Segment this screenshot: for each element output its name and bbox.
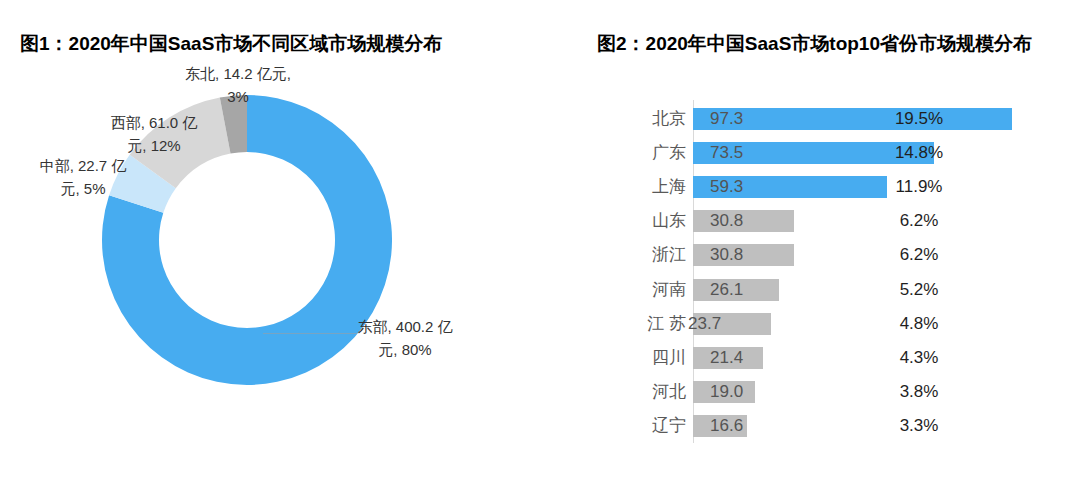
bar-value-label: 23.7 bbox=[688, 312, 721, 336]
bar-percent-label: 4.3% bbox=[869, 346, 969, 370]
bar-category-label: 河北 bbox=[560, 380, 694, 404]
bar-percent-label: 6.2% bbox=[869, 243, 969, 267]
bar-value-label: 30.8 bbox=[710, 209, 743, 233]
report-canvas: 图1：2020年中国SaaS市场不同区域市场规模分布 东北, 14.2 亿元, … bbox=[0, 0, 1080, 478]
bar bbox=[693, 244, 794, 266]
bar-category-label: 四川 bbox=[560, 346, 694, 370]
bar bbox=[693, 210, 794, 232]
bar-category-label: 浙江 bbox=[560, 243, 694, 267]
bar-category-label: 辽宁 bbox=[560, 414, 694, 438]
bar-percent-label: 5.2% bbox=[869, 278, 969, 302]
bar-percent-label: 11.9% bbox=[869, 175, 969, 199]
bar-category-label: 广东 bbox=[560, 141, 694, 165]
bar-percent-label: 6.2% bbox=[869, 209, 969, 233]
bar-category-label: 河南 bbox=[560, 278, 694, 302]
bar-category-label: 山东 bbox=[560, 209, 694, 233]
bar-category-label: 江 苏 bbox=[560, 312, 694, 336]
bar-percent-label: 4.8% bbox=[869, 312, 969, 336]
bar-category-label: 北京 bbox=[560, 107, 694, 131]
bar-value-label: 16.6 bbox=[710, 414, 743, 438]
bar-value-label: 19.0 bbox=[710, 380, 743, 404]
bar-percent-label: 19.5% bbox=[869, 107, 969, 131]
bar-category-label: 上海 bbox=[560, 175, 694, 199]
bar-value-label: 21.4 bbox=[710, 346, 743, 370]
bar-percent-label: 3.3% bbox=[869, 414, 969, 438]
figure2-panel: 图2：2020年中国SaaS市场top10省份市场规模分布 北京97.319.5… bbox=[0, 0, 1080, 478]
bar-value-label: 59.3 bbox=[710, 175, 743, 199]
bar-value-label: 97.3 bbox=[710, 107, 743, 131]
bar-value-label: 30.8 bbox=[710, 243, 743, 267]
bar-value-label: 73.5 bbox=[710, 141, 743, 165]
bar-percent-label: 14.8% bbox=[869, 141, 969, 165]
bar-value-label: 26.1 bbox=[710, 278, 743, 302]
bar-percent-label: 3.8% bbox=[869, 380, 969, 404]
top10-bar-chart: 北京 97.3 19.5% 广东 73.5 14.8% 上海 59.3 11.9% 山东 30.8 6… bbox=[0, 0, 1080, 478]
